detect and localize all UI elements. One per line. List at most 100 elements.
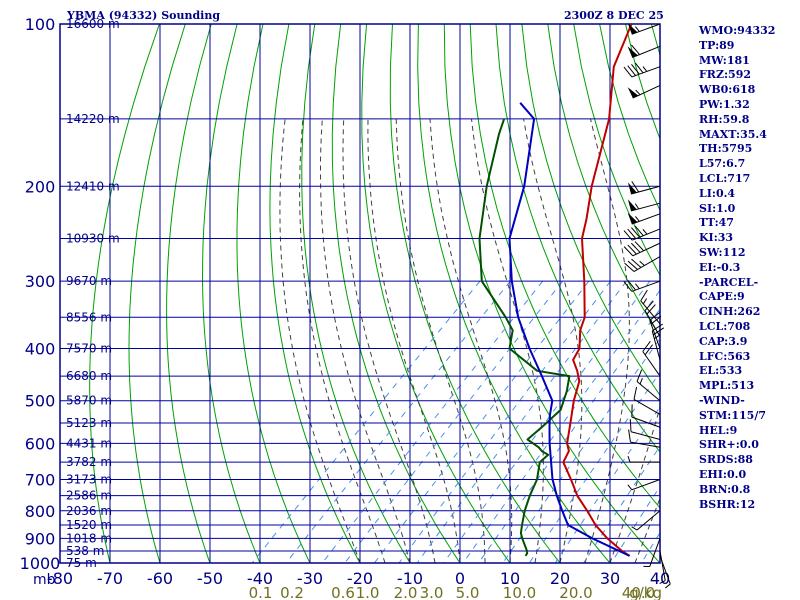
- index-item: CINH:262: [699, 305, 761, 319]
- dry-adiabat: [166, 24, 212, 563]
- dry-adiabat: [331, 24, 461, 563]
- index-item: LFC:563: [699, 349, 751, 363]
- temperature-tick-label: -40: [247, 569, 273, 588]
- wind-barb: [631, 404, 661, 428]
- height-label: 14220 m: [66, 112, 120, 126]
- wind-barb: [627, 44, 661, 59]
- wind-barb: [649, 312, 662, 349]
- pressure-tick-label: 600: [25, 434, 56, 453]
- mixing-ratio-labels: 0.1 0.2 0.6 1.0 2.0 3.0 5.0 10.0 20.0 40.0g/kg: [249, 584, 662, 600]
- wind-barbs: [623, 22, 671, 589]
- height-label: 75 m: [66, 556, 97, 570]
- stability-indices-panel: WMO:94332 TP:89 MW:181 FRZ:592 WB0:618 PW:1.3…: [699, 24, 775, 512]
- wind-barb: [627, 84, 661, 99]
- index-item: CAPE:9: [699, 290, 745, 304]
- temperature-tick-label: -60: [147, 569, 173, 588]
- temperature-tick-label: -20: [347, 569, 373, 588]
- wind-barb: [629, 419, 661, 440]
- dry-adiabat: [301, 24, 411, 563]
- moist-adiabat: [471, 118, 544, 563]
- pressure-tick-label: 400: [25, 340, 56, 359]
- index-item: SW:112: [699, 245, 746, 259]
- plot-grid: [59, 23, 661, 564]
- index-item: SHR+:0.0: [699, 438, 759, 452]
- pressure-tick-label: 100: [25, 15, 56, 34]
- index-item: CAP:3.9: [699, 334, 748, 348]
- index-item: TT:47: [699, 216, 734, 230]
- mixing-ratio-line: [502, 337, 660, 563]
- temperature-tick-label: 10: [500, 569, 520, 588]
- wind-barb: [627, 22, 661, 35]
- wind-barb: [624, 256, 661, 272]
- moist-adiabat: [320, 118, 411, 563]
- wind-barb: [628, 429, 661, 448]
- mixing-ratio-tick-label: 10.0: [503, 584, 536, 600]
- pressure-tick-label: 200: [25, 177, 56, 196]
- mixing-ratio-line: [610, 485, 660, 563]
- pressure-tick-label: 900: [25, 529, 56, 548]
- temperature-tick-label: -80: [47, 569, 73, 588]
- height-label: 8556 m: [66, 310, 112, 324]
- mixing-ratio-line: [528, 371, 660, 563]
- height-label: 10930 m: [66, 232, 120, 246]
- mixing-ratio-tick-label: 1.0: [356, 584, 380, 600]
- index-item: STM:115/7: [699, 408, 766, 422]
- index-item: MW:181: [699, 53, 750, 67]
- height-label: 12410 m: [66, 179, 120, 193]
- index-item: MPL:513: [699, 379, 755, 393]
- height-label: 538 m: [66, 544, 104, 558]
- mixing-ratio-units: g/kg: [629, 584, 662, 600]
- index-item: TP:89: [699, 38, 735, 52]
- mixing-ratio-line: [640, 531, 660, 563]
- wind-barb: [627, 212, 661, 225]
- dewpoint-trace: [478, 118, 571, 557]
- pressure-tick-label: 300: [25, 272, 56, 291]
- wind-barb: [623, 225, 661, 241]
- mixing-ratio-line: [462, 289, 660, 563]
- station-title: YBMA (94332) Sounding: [67, 9, 221, 22]
- temperature-tick-label: -30: [297, 569, 323, 588]
- mixing-ratio-tick-label: 40.0: [622, 584, 655, 600]
- moist-adiabat: [429, 118, 513, 563]
- mixing-ratio-tick-label: 3.0: [420, 584, 444, 600]
- mixing-ratio-tick-label: 0.1: [249, 584, 273, 600]
- index-item: -PARCEL-: [699, 275, 759, 289]
- moist-adiabat: [367, 118, 461, 563]
- height-label: 2586 m: [66, 489, 112, 503]
- mixing-ratio-tick-label: 2.0: [394, 584, 418, 600]
- index-item: WB0:618: [699, 83, 756, 97]
- index-item: BSHR:12: [699, 497, 756, 511]
- index-item: KI:33: [699, 231, 734, 245]
- mixing-ratio-tick-label: 20.0: [559, 584, 592, 600]
- dry-adiabat: [781, 24, 800, 563]
- temperature-tick-label: 40: [650, 569, 670, 588]
- index-item: MAXT:35.4: [699, 127, 767, 141]
- wind-barb: [623, 62, 661, 78]
- height-label: 16600 m: [66, 17, 120, 31]
- temperature-axis-labels: -80 -70 -60 -50 -40 -30 -20 -10 0 10 20 30 40: [47, 569, 670, 588]
- parcel-trace: [508, 102, 631, 557]
- wind-barb: [627, 456, 660, 463]
- height-label: 3173 m: [66, 473, 112, 487]
- wind-barb: [651, 323, 665, 361]
- dry-adiabat: [128, 24, 186, 563]
- mixing-ratio-tick-label: 0.2: [280, 584, 304, 600]
- wind-barb: [633, 386, 661, 415]
- mixing-ratio-tick-label: 0.6: [331, 584, 355, 600]
- plot-frame: [59, 23, 661, 564]
- height-label: 4431 m: [66, 436, 112, 450]
- height-label: 9670 m: [66, 274, 112, 288]
- wind-barb: [642, 341, 661, 377]
- observation-time: 2300Z 8 DEC 25: [564, 9, 664, 22]
- temperature-tick-label: -50: [197, 569, 223, 588]
- index-item: L57:6.7: [699, 157, 746, 171]
- index-item: LI:0.4: [699, 186, 736, 200]
- index-item: SI:1.0: [699, 201, 736, 215]
- moist-adiabat-lines: [279, 118, 660, 563]
- temperature-tick-label: -10: [397, 569, 423, 588]
- pressure-tick-label: 1000: [20, 554, 61, 573]
- pressure-axis-title: mb: [33, 572, 56, 588]
- index-item: BRN:0.8: [699, 482, 751, 496]
- temperature-tick-label: 0: [455, 569, 465, 588]
- index-item: FRZ:592: [699, 68, 752, 82]
